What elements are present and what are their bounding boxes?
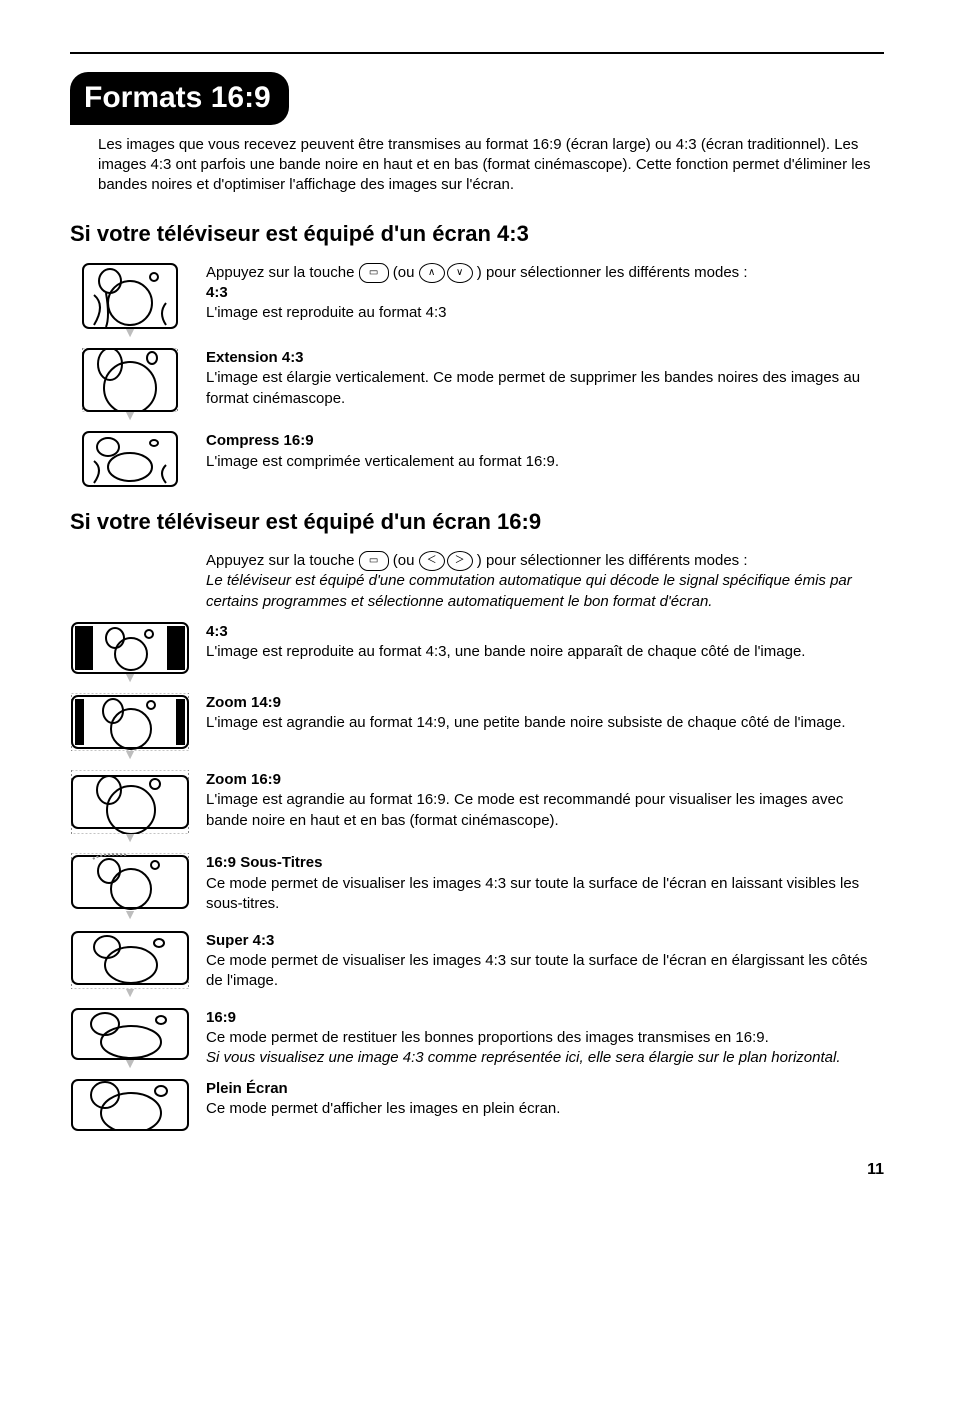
mode-full-title: Plein Écran: [206, 1080, 288, 1097]
lead-169-a: Appuyez sur la touche: [206, 552, 359, 569]
mode-169-title: 16:9: [206, 1009, 236, 1026]
chevron-down-icon: ▼: [123, 832, 137, 843]
mode-169-hint: Si vous visualisez une image 4:3 comme r…: [206, 1049, 841, 1066]
chevron-down-icon: ▼: [123, 672, 137, 683]
thumb-169-subtitles: ▼: [70, 853, 190, 920]
mode-comp169-text: L'image est comprimée verticalement au f…: [206, 453, 559, 470]
mode-43-title: 4:3: [206, 284, 228, 301]
lead-43-c: ) pour sélectionner les différents modes…: [477, 264, 748, 281]
thumb-169-wide: ▼: [70, 1008, 190, 1069]
lead-43-b: (ou: [393, 264, 419, 281]
page-title: Formats 16:9: [70, 72, 289, 125]
chevron-down-icon: ▼: [123, 327, 137, 338]
note-169: Le téléviseur est équipé d'une commutati…: [206, 572, 852, 609]
right-key-icon: ＞: [447, 551, 473, 571]
mode-169-43-title: 4:3: [206, 623, 228, 640]
heading-16-9: Si votre téléviseur est équipé d'un écra…: [70, 507, 884, 537]
mode-comp169-title: Compress 16:9: [206, 432, 314, 449]
mode-ext43-title: Extension 4:3: [206, 349, 304, 366]
thumb-super43: ▼: [70, 931, 190, 998]
mode-full-text: Ce mode permet d'afficher les images en …: [206, 1100, 560, 1117]
lead-169-c: ) pour sélectionner les différents modes…: [477, 552, 748, 569]
thumb-zoom149: ▼: [70, 693, 190, 760]
mode-zoom169-text: L'image est agrandie au format 16:9. Ce …: [206, 791, 843, 828]
chevron-down-icon: ▼: [123, 410, 137, 421]
chevron-down-icon: ▼: [123, 987, 137, 998]
thumb-full-screen: [70, 1079, 190, 1131]
chevron-down-icon: ▼: [123, 1058, 137, 1069]
thumb-zoom169: ▼: [70, 770, 190, 843]
mode-zoom149-title: Zoom 14:9: [206, 694, 281, 711]
mode-subtitles-text: Ce mode permet de visualiser les images …: [206, 875, 859, 912]
mode-super43-title: Super 4:3: [206, 932, 274, 949]
chevron-down-icon: ▼: [123, 749, 137, 760]
lead-169-b: (ou: [393, 552, 419, 569]
page-number: 11: [70, 1159, 884, 1181]
mode-zoom169-title: Zoom 16:9: [206, 771, 281, 788]
left-key-icon: ＜: [419, 551, 445, 571]
mode-subtitles-title: 16:9 Sous-Titres: [206, 854, 322, 871]
heading-4-3: Si votre téléviseur est équipé d'un écra…: [70, 219, 884, 249]
mode-169-text: Ce mode permet de restituer les bonnes p…: [206, 1029, 769, 1046]
down-key-icon: ∨: [447, 263, 473, 283]
thumb-169-43: ▼: [70, 622, 190, 683]
intro-paragraph: Les images que vous recevez peuvent être…: [98, 135, 884, 196]
up-key-icon: ∧: [419, 263, 445, 283]
mode-43-text: L'image est reproduite au format 4:3: [206, 304, 447, 321]
mode-169-43-text: L'image est reproduite au format 4:3, un…: [206, 643, 805, 660]
chevron-down-icon: ▼: [123, 909, 137, 920]
format-key-icon: ▭: [359, 551, 389, 571]
thumb-43-normal: ▼: [70, 263, 190, 338]
thumb-43-extension: ▼: [70, 348, 190, 421]
format-key-icon: ▭: [359, 263, 389, 283]
lead-43-a: Appuyez sur la touche: [206, 264, 359, 281]
mode-zoom149-text: L'image est agrandie au format 14:9, une…: [206, 714, 846, 731]
thumb-43-compress: [70, 431, 190, 487]
mode-super43-text: Ce mode permet de visualiser les images …: [206, 952, 868, 989]
mode-ext43-text: L'image est élargie verticalement. Ce mo…: [206, 369, 860, 406]
